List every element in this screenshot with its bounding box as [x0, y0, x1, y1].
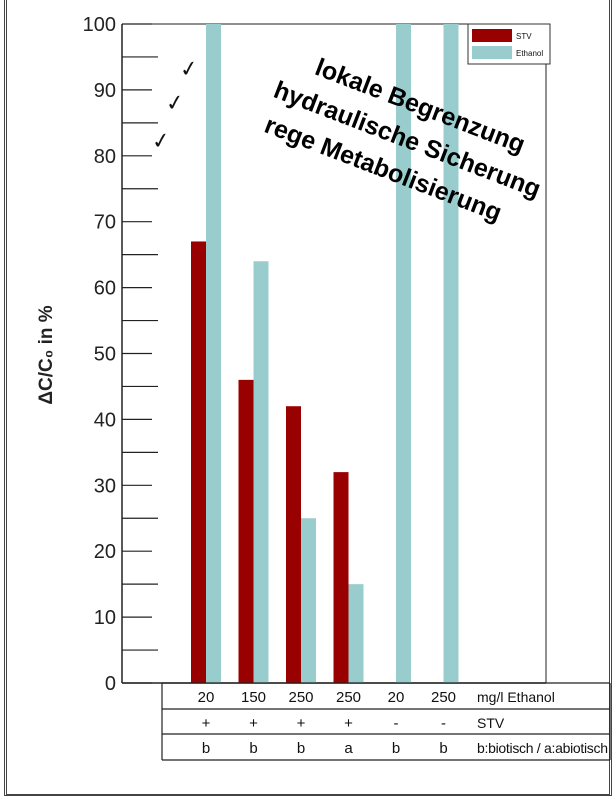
table-cell: +	[249, 715, 258, 732]
table-row-label: b:biotisch / a:abiotisch	[477, 740, 608, 756]
legend-swatch-ethanol	[472, 46, 512, 59]
table-cell: +	[202, 715, 211, 732]
y-tick-label: 60	[94, 278, 116, 300]
bar-stv-2	[238, 379, 254, 683]
figure-frame	[4, 0, 612, 796]
table-cell: b	[202, 740, 210, 757]
table-cell: a	[344, 740, 353, 757]
table-cell: 250	[336, 689, 361, 706]
table-cell: +	[297, 715, 306, 732]
table-cell: +	[344, 715, 353, 732]
table-cell: 250	[288, 689, 313, 706]
legend-label-ethanol: Ethanol	[516, 49, 543, 58]
legend-label-stv: STV	[516, 32, 532, 41]
table-cell: b	[392, 740, 400, 757]
bar-stv-3	[286, 406, 301, 683]
bar-ethanol-4	[348, 584, 364, 683]
bar-ethanol-3	[301, 518, 316, 683]
table-cell: 250	[431, 689, 456, 706]
y-tick-label: 20	[94, 541, 116, 563]
legend: STV Ethanol	[467, 23, 551, 65]
table-row-label: mg/l Ethanol	[477, 689, 555, 705]
condition-table: 20 150 250 250 20 250 mg/l Ethanol + + + + - - STV b b b…	[161, 682, 611, 761]
table-cell: -	[394, 715, 399, 732]
table-cell: -	[441, 715, 446, 732]
y-tick-label: 10	[94, 607, 116, 629]
y-tick-label: 0	[105, 673, 116, 695]
y-tick-label: 90	[94, 80, 116, 102]
bar-ethanol-2	[253, 261, 269, 683]
table-cell: b	[297, 740, 305, 757]
table-cell: b	[439, 740, 447, 757]
bar-ethanol-1	[206, 24, 221, 683]
bar-stv-4	[333, 472, 349, 683]
y-axis-label: ΔC/C₀ in %	[36, 305, 57, 404]
checkmark-2: ✓	[164, 89, 186, 116]
table-row-label: STV	[477, 715, 505, 731]
table-cell: 150	[241, 689, 266, 706]
bar-ethanol-6	[443, 24, 459, 683]
y-tick-label: 30	[94, 475, 116, 497]
y-tick-label: 50	[94, 344, 116, 366]
bar-ethanol-5	[396, 24, 411, 683]
table-cell: b	[249, 740, 257, 757]
table-cell: 20	[198, 689, 215, 706]
y-tick-label: 40	[94, 409, 116, 431]
checkmark-3: ✓	[150, 127, 172, 154]
bar-stv-1	[191, 241, 206, 683]
y-tick-label: 70	[94, 212, 116, 234]
y-tick-label: 100	[83, 14, 116, 36]
y-tick-label: 80	[94, 146, 116, 168]
legend-swatch-stv	[472, 29, 512, 42]
table-cell: 20	[388, 689, 405, 706]
checkmark-1: ✓	[178, 55, 200, 82]
